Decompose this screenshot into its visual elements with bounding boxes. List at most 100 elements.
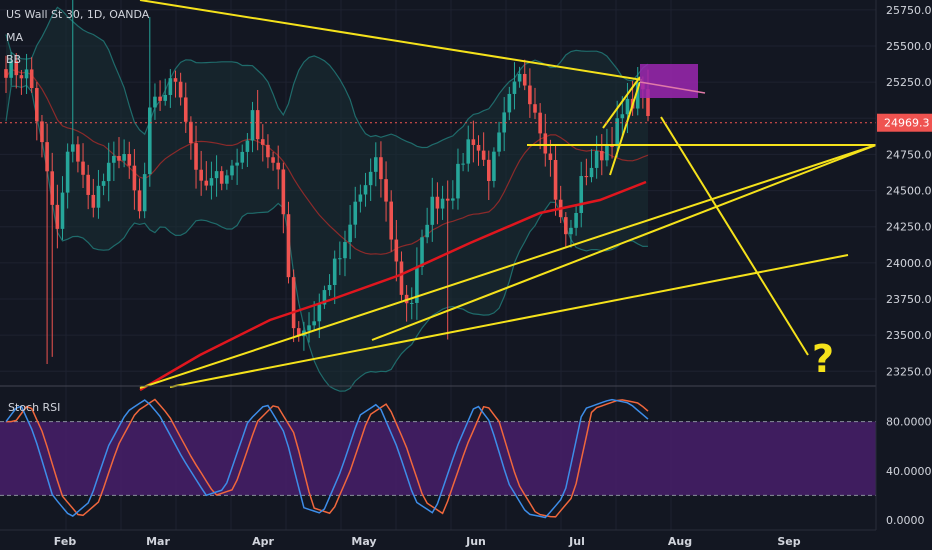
candle-body [456,163,460,199]
time-tick-label: Jun [465,535,486,548]
price-tick-label: 23250.0 [886,365,932,378]
candle-body [173,78,178,82]
stoch-k-line [5,398,649,519]
candle-body [599,151,604,161]
candle-body [384,179,388,202]
candle-body [65,151,70,193]
candle-body [261,139,265,145]
candle-body [35,88,39,122]
time-tick-label: Aug [668,535,692,548]
candle-body [40,121,44,143]
candle-body [409,302,414,304]
candle-body [142,174,147,212]
indicator-ma: MA [6,31,23,44]
candle-body [137,190,142,212]
candle-body [291,277,296,329]
price-tick-label: 25750.0 [886,4,932,17]
candle-body [620,114,625,119]
trendline-mid-support [371,144,877,341]
candle-body [307,325,311,331]
candle-body [312,321,316,326]
price-tick-label: 24250.0 [886,221,932,234]
candle-body [296,328,301,337]
price-tick-label: 23750.0 [886,293,932,306]
candle-body [91,194,96,208]
candle-body [466,139,471,164]
candle-body [101,181,106,186]
candle-body [322,290,327,305]
candle-body [615,118,619,147]
candle-body [225,175,229,184]
candle-body [476,144,481,151]
candle-body [122,154,126,161]
candle-body [50,171,55,205]
candle-body [148,107,152,175]
wedge-lower [609,81,641,176]
candle-body [276,162,281,170]
candlesticks [4,0,650,365]
candle-body [163,94,168,101]
time-tick-label: Mar [146,535,170,548]
time-tick-label: Feb [54,535,77,548]
stoch-tick-label: 40.0000 [886,465,932,478]
target-box [640,64,698,98]
candle-body [363,185,368,195]
candle-body [24,69,29,79]
candle-body [548,153,553,160]
price-tick-label: 24000.0 [886,257,932,270]
candle-body [594,151,599,168]
moving-average [139,180,647,392]
candle-body [471,139,476,145]
candle-body [579,176,584,213]
candle-body [420,237,424,267]
price-tick-label: 24500.0 [886,185,932,198]
candle-body [502,112,506,133]
candle-body [338,258,342,260]
candle-body [451,198,455,201]
candle-body [343,242,347,259]
candle-body [250,110,255,141]
candle-body [14,60,19,76]
candle-body [194,143,198,170]
candle-body [543,133,548,154]
candle-body [266,144,270,158]
time-tick-label: Jul [568,535,585,548]
bb-upper-band [5,6,649,149]
stoch-tick-label: 80.0000 [886,416,932,429]
drawings [139,0,877,389]
price-tick-label: 23500.0 [886,329,932,342]
candle-body [153,96,157,108]
candle-body [178,81,183,98]
candle-body [574,212,578,228]
candle-body [199,169,203,181]
candle-body [112,155,116,163]
candle-body [86,174,90,195]
candle-body [358,194,363,202]
candle-body [235,162,239,166]
candle-body [29,69,34,89]
candle-body [168,78,173,95]
candle-body [204,180,209,186]
candle-body [4,69,8,78]
candle-body [183,97,188,122]
candle-body [353,201,358,225]
candle-body [106,162,111,182]
stoch-tick-label: 0.0000 [886,514,925,527]
projection-line [660,116,809,356]
symbol-title: US Wall St 30, 1D, OANDA [6,8,150,21]
candle-body [9,60,13,78]
candle-body [486,159,491,182]
time-tick-label: May [351,535,376,548]
candle-body [132,165,137,191]
candle-body [440,198,445,209]
candle-body [564,217,568,235]
candle-body [481,150,486,160]
candle-body [394,239,399,262]
candle-body [368,171,373,186]
candle-body [625,98,630,115]
bb-basis [5,68,649,255]
box-ma-segment [639,81,706,94]
candle-body [507,93,512,113]
candle-body [610,145,614,147]
